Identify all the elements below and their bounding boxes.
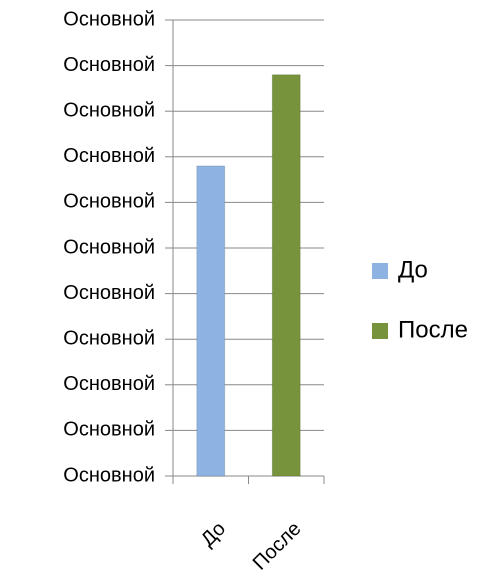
legend-label: До	[398, 256, 428, 283]
legend-swatch	[372, 323, 388, 339]
y-tick-label: Основной	[63, 373, 155, 395]
y-tick-label: Основной	[63, 8, 155, 30]
legend-swatch	[372, 263, 388, 279]
y-tick-label: Основной	[63, 145, 155, 167]
x-tick-label: После	[249, 518, 306, 575]
y-tick-label: Основной	[63, 464, 155, 486]
y-tick-label: Основной	[63, 282, 155, 304]
y-tick-label: Основной	[63, 191, 155, 213]
legend-label: После	[398, 316, 468, 343]
bar	[196, 165, 226, 477]
y-tick-label: Основной	[63, 419, 155, 441]
y-tick-label: Основной	[63, 54, 155, 76]
y-tick-label: Основной	[63, 327, 155, 349]
bar	[271, 74, 301, 477]
y-tick-label: Основной	[63, 236, 155, 258]
y-tick-label: Основной	[63, 99, 155, 121]
x-tick-label: До	[197, 518, 230, 551]
